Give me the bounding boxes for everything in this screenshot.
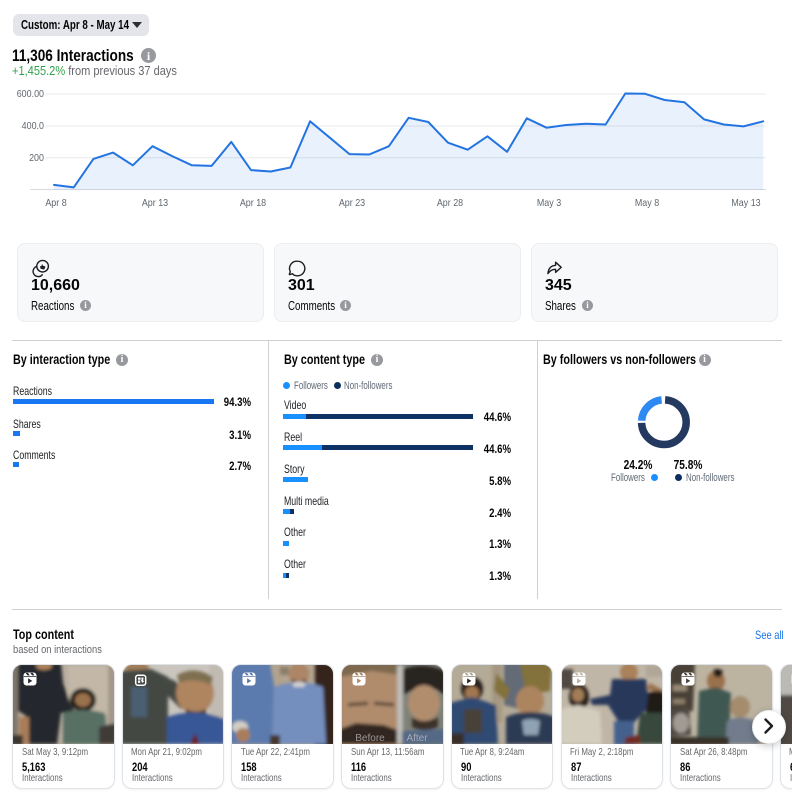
svg-text:Before: Before	[355, 733, 385, 744]
svg-text:After: After	[407, 733, 429, 744]
